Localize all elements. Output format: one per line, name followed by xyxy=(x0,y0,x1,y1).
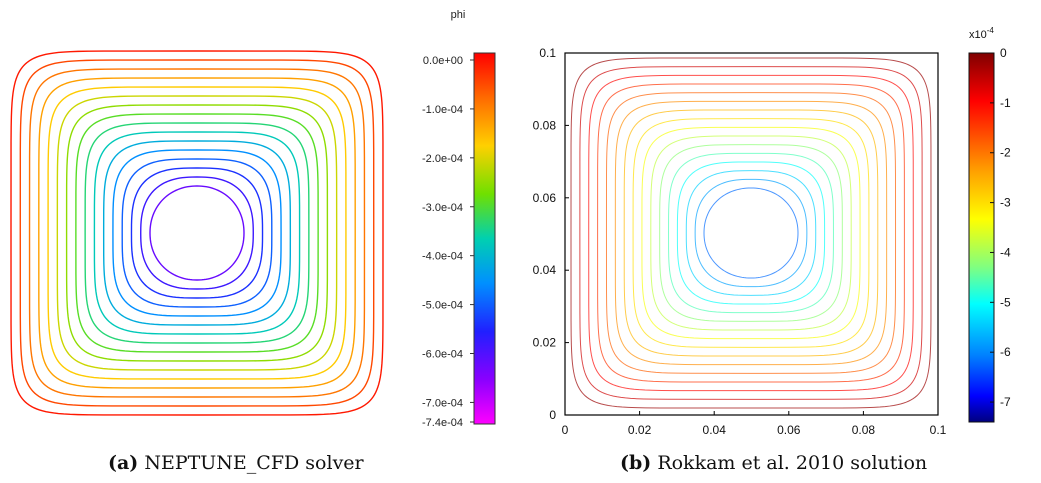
contour-b-10 xyxy=(659,144,843,322)
colorbar-a-tick-label-6: -6.0e-04 xyxy=(422,349,463,361)
y-tick-label-4: 0.08 xyxy=(533,118,557,132)
x-tick-label-3: 0.06 xyxy=(777,423,801,437)
colorbar-a-tick-label-2: -2.0e-04 xyxy=(422,153,463,165)
contour-b-4 xyxy=(605,92,897,374)
contour-a-2 xyxy=(28,68,366,398)
contour-a-13 xyxy=(130,167,264,299)
contour-b-3 xyxy=(597,83,905,383)
contour-b-1 xyxy=(579,66,923,400)
panel-b: 0 0.02 0.04 0.06 0.08 0.1 0 0.02 0.04 0.06 0.08 0.1… xyxy=(533,26,1011,437)
y-tick-label-2: 0.04 xyxy=(533,263,557,277)
colorbar-a-title: phi xyxy=(451,9,466,21)
caption-b-label: (b) xyxy=(620,452,652,474)
contour-b-14 xyxy=(694,178,808,288)
colorbar-b-multiplier: x10-4 xyxy=(969,26,994,41)
contour-b-9 xyxy=(650,135,852,331)
contour-a-15 xyxy=(149,185,245,281)
contour-b-2 xyxy=(588,74,914,392)
contour-a-6 xyxy=(65,104,329,362)
colorbar-b-tick-label-0: 0 xyxy=(1000,46,1007,60)
contour-b-5 xyxy=(614,100,888,366)
caption-b-text: Rokkam et al. 2010 solution xyxy=(657,452,928,474)
y-tick-label-0: 0 xyxy=(549,408,556,422)
contour-b-12 xyxy=(676,161,826,305)
contour-a-1 xyxy=(19,59,375,407)
contour-b-11 xyxy=(668,152,834,314)
colorbar-b-tick-label-2: -2 xyxy=(1000,146,1011,160)
colorbar-b-tick-label-1: -1 xyxy=(1000,96,1011,110)
caption-a-label: (a) xyxy=(108,452,139,474)
colorbar-b-ticks: 0 -1 -2 -3 -4 -5 -6 -7 xyxy=(990,46,1011,409)
x-tick-label-5: 0.1 xyxy=(930,423,947,437)
contour-a-14 xyxy=(140,176,254,290)
contour-b-0 xyxy=(570,57,932,409)
contour-b-13 xyxy=(685,170,817,296)
colorbar-b xyxy=(968,52,995,423)
contour-lines-b xyxy=(570,57,932,409)
colorbar-b-tick-label-3: -3 xyxy=(1000,196,1011,210)
contour-a-11 xyxy=(112,149,282,317)
colorbar-b-tick-label-6: -6 xyxy=(1000,345,1011,359)
colorbar-a xyxy=(473,52,496,425)
colorbar-b-exponent: -4 xyxy=(987,26,995,35)
contour-a-9 xyxy=(93,131,301,335)
contour-a-8 xyxy=(84,122,310,344)
contour-a-3 xyxy=(38,77,356,389)
caption-a-text: NEPTUNE_CFD solver xyxy=(144,452,364,474)
colorbar-a-tick-label-3: -3.0e-04 xyxy=(422,202,463,214)
contour-a-7 xyxy=(75,113,319,353)
contour-lines-a xyxy=(10,50,384,416)
contour-a-4 xyxy=(47,86,347,380)
contour-b-8 xyxy=(641,126,861,340)
caption-b: (b) Rokkam et al. 2010 solution xyxy=(620,452,927,474)
y-tick-label-5: 0.1 xyxy=(539,46,556,60)
contour-b-7 xyxy=(632,118,870,348)
panel-a: phi 0.0e+00 -1.0e-04 -2.0e-04 -3.0e-04 -4.0e… xyxy=(10,9,496,429)
y-tick-label-3: 0.06 xyxy=(533,191,557,205)
colorbar-a-tick-label-8: -7.4e-04 xyxy=(422,417,463,429)
x-tick-label-0: 0 xyxy=(562,423,569,437)
y-tick-label-1: 0.02 xyxy=(533,336,557,350)
colorbar-a-tick-label-4: -4.0e-04 xyxy=(422,251,463,263)
colorbar-a-tick-label-5: -5.0e-04 xyxy=(422,300,463,312)
colorbar-a-ticks: 0.0e+00 -1.0e-04 -2.0e-04 -3.0e-04 -4.0e-04 -… xyxy=(422,55,474,429)
colorbar-b-tick-label-5: -5 xyxy=(1000,295,1011,309)
colorbar-b-tick-label-4: -4 xyxy=(1000,245,1011,259)
colorbar-b-tick-label-7: -7 xyxy=(1000,395,1011,409)
x-tick-label-1: 0.02 xyxy=(628,423,652,437)
contour-a-5 xyxy=(56,95,338,371)
contour-b-15 xyxy=(703,187,799,279)
contour-a-0 xyxy=(10,50,384,416)
colorbar-a-tick-label-1: -1.0e-04 xyxy=(422,104,463,116)
contour-a-10 xyxy=(102,140,292,326)
colorbar-a-tick-label-7: -7.0e-04 xyxy=(422,397,463,409)
contour-b-6 xyxy=(623,109,879,357)
contour-a-12 xyxy=(121,158,273,308)
plot-frame-b xyxy=(564,52,939,416)
x-tick-label-2: 0.04 xyxy=(703,423,727,437)
axes-b: 0 0.02 0.04 0.06 0.08 0.1 0 0.02 0.04 0.06 0.08 0.1 xyxy=(533,46,947,437)
caption-a: (a) NEPTUNE_CFD solver xyxy=(108,452,364,474)
x-tick-label-4: 0.08 xyxy=(852,423,876,437)
colorbar-a-tick-label-0: 0.0e+00 xyxy=(423,55,463,67)
